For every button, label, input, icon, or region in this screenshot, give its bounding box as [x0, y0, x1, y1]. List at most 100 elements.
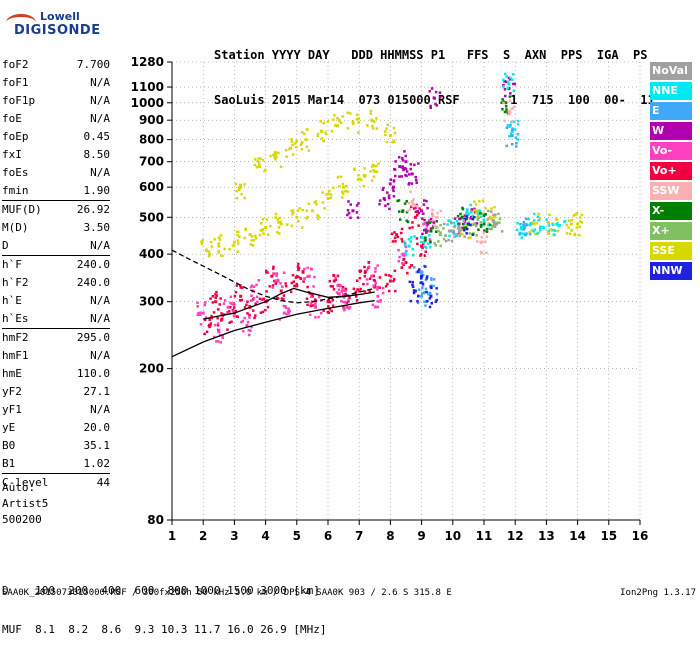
data-point-sse: [279, 165, 283, 169]
data-point-vo-: [239, 286, 243, 289]
data-point-x-: [473, 222, 477, 226]
data-point-sse: [341, 182, 345, 186]
data-point-nnw: [466, 222, 470, 226]
data-point-e: [509, 124, 512, 127]
data-point-vo-: [336, 274, 340, 278]
data-point-sse: [235, 230, 239, 234]
data-point-sse: [264, 168, 267, 172]
data-point-x-: [488, 223, 492, 227]
data-point-vo-: [222, 302, 226, 305]
data-point-sse: [244, 228, 247, 232]
data-point-sse: [355, 118, 358, 121]
data-point-sse: [232, 240, 236, 244]
data-point-vo-: [416, 242, 419, 246]
data-point-sse: [326, 197, 330, 201]
data-point-e: [515, 142, 518, 145]
data-point-sse: [223, 247, 226, 251]
logo-line1: Lowell: [40, 10, 80, 23]
data-point-sse: [255, 165, 259, 169]
data-point-vo-: [357, 289, 361, 293]
data-point-vo-: [242, 329, 245, 333]
data-point-vo-: [204, 301, 207, 304]
data-point-vo-: [216, 316, 219, 320]
data-point-ssw: [431, 219, 435, 222]
data-point-sse: [469, 236, 472, 239]
data-point-w: [393, 174, 397, 178]
data-point-vo-: [332, 273, 335, 277]
data-point-sse: [316, 134, 319, 138]
data-point-x-: [405, 210, 409, 214]
data-point-w: [351, 209, 355, 213]
data-point-nnw: [428, 297, 432, 300]
data-point-sse: [385, 140, 389, 144]
data-point-sse: [341, 190, 344, 193]
data-point-w: [438, 96, 442, 99]
data-point-noval: [458, 231, 461, 234]
data-point-vo-: [346, 305, 349, 309]
data-point-vo-: [415, 213, 419, 217]
data-point-vo-: [317, 315, 320, 319]
data-point-w: [404, 154, 408, 158]
data-point-w: [422, 212, 425, 215]
data-point-sse: [344, 190, 347, 193]
param-value: 7.700: [76, 58, 110, 71]
data-point-vo-: [196, 313, 200, 316]
data-point-w: [405, 170, 409, 173]
data-point-vo-: [376, 294, 380, 298]
data-point-vo-: [394, 240, 397, 243]
data-point-vo-: [393, 278, 396, 281]
data-point-vo-: [203, 332, 206, 336]
data-point-noval: [453, 235, 456, 239]
data-point-sse: [372, 119, 376, 123]
data-point-sse: [234, 182, 238, 186]
data-point-e: [418, 271, 422, 274]
param-name: h`F2: [2, 276, 29, 289]
data-point-vo-: [344, 287, 348, 291]
data-point-w: [408, 173, 411, 176]
data-point-sse: [537, 212, 541, 216]
data-point-vo-: [217, 328, 221, 332]
data-point-nne: [448, 219, 451, 223]
data-point-nne: [411, 247, 415, 251]
data-point-vo-: [265, 290, 268, 293]
data-point-sse: [316, 214, 319, 217]
data-point-vo-: [425, 225, 429, 228]
data-point-e: [421, 284, 425, 287]
x-tick-label: 14: [569, 529, 586, 543]
param-name: hmF2: [2, 331, 29, 344]
data-point-vo-: [261, 310, 265, 314]
data-point-nnw: [425, 275, 429, 278]
data-point-w: [382, 197, 386, 201]
data-point-nne: [404, 253, 408, 257]
data-point-w: [509, 78, 512, 81]
data-point-sse: [303, 132, 306, 136]
data-point-sse: [476, 209, 480, 213]
data-point-sse: [357, 131, 360, 134]
data-point-vo-: [397, 248, 400, 252]
data-point-x-: [500, 101, 503, 104]
data-point-x-: [474, 224, 478, 228]
data-point-sse: [474, 211, 478, 215]
data-point-x-: [425, 229, 428, 233]
data-point-nne: [509, 76, 512, 80]
x-tick-label: 13: [538, 529, 555, 543]
data-point-vo-: [372, 278, 376, 282]
data-point-w: [402, 168, 405, 172]
data-point-e: [416, 301, 420, 305]
data-point-vo-: [335, 291, 339, 294]
data-point-nne: [411, 253, 415, 257]
data-point-w: [384, 204, 387, 207]
data-point-e: [432, 284, 435, 288]
data-point-ssw: [436, 211, 439, 215]
data-point-sse: [307, 202, 311, 206]
data-point-sse: [307, 149, 311, 152]
data-point-sse: [269, 224, 272, 228]
data-point-nnw: [463, 217, 467, 221]
data-point-w: [401, 157, 404, 160]
data-point-nne: [478, 209, 482, 212]
data-point-w: [410, 182, 414, 185]
data-point-vo-: [282, 294, 286, 297]
param-row: hmF1 N/A: [2, 347, 110, 365]
data-point-vo-: [246, 320, 250, 324]
data-point-vo-: [342, 300, 346, 304]
